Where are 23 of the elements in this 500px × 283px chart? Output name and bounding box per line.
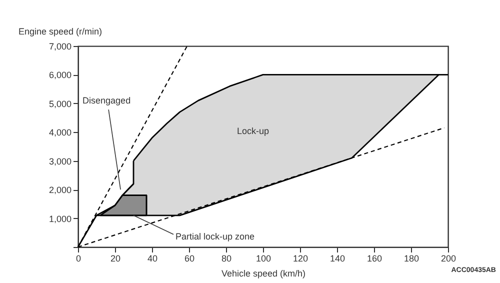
x-axis-title: Vehicle speed (km/h) — [221, 268, 306, 278]
x-tick-label: 160 — [366, 254, 382, 264]
y-axis-title: Engine speed (r/min) — [18, 26, 102, 36]
x-tick-label: 100 — [256, 254, 272, 264]
x-tick-label: 40 — [147, 254, 158, 264]
y-tick-label: 4,000 — [48, 128, 72, 138]
y-tick-label: 5,000 — [48, 98, 72, 109]
x-tick-label: 60 — [184, 254, 195, 264]
y-tick-label: 1,000 — [48, 214, 72, 224]
x-tick-label: 120 — [292, 254, 308, 264]
x-tick-label: 180 — [404, 254, 420, 264]
y-tick-label: 7,000 — [48, 42, 72, 52]
x-tick-label: 20 — [110, 254, 121, 264]
annotation: Lock-up — [236, 126, 270, 136]
annotation: Disengaged — [82, 96, 131, 106]
x-tick-label: 80 — [221, 254, 232, 264]
x-tick-label: 0 — [76, 254, 82, 264]
y-tick-label: 3,000 — [48, 156, 72, 166]
y-tick-label: 2,000 — [48, 185, 72, 196]
x-tick-label: 140 — [330, 254, 346, 264]
x-tick-label: 200 — [440, 254, 456, 264]
annotation: Partial lock-up zone — [176, 231, 255, 242]
y-tick-label: 6,000 — [48, 70, 72, 80]
